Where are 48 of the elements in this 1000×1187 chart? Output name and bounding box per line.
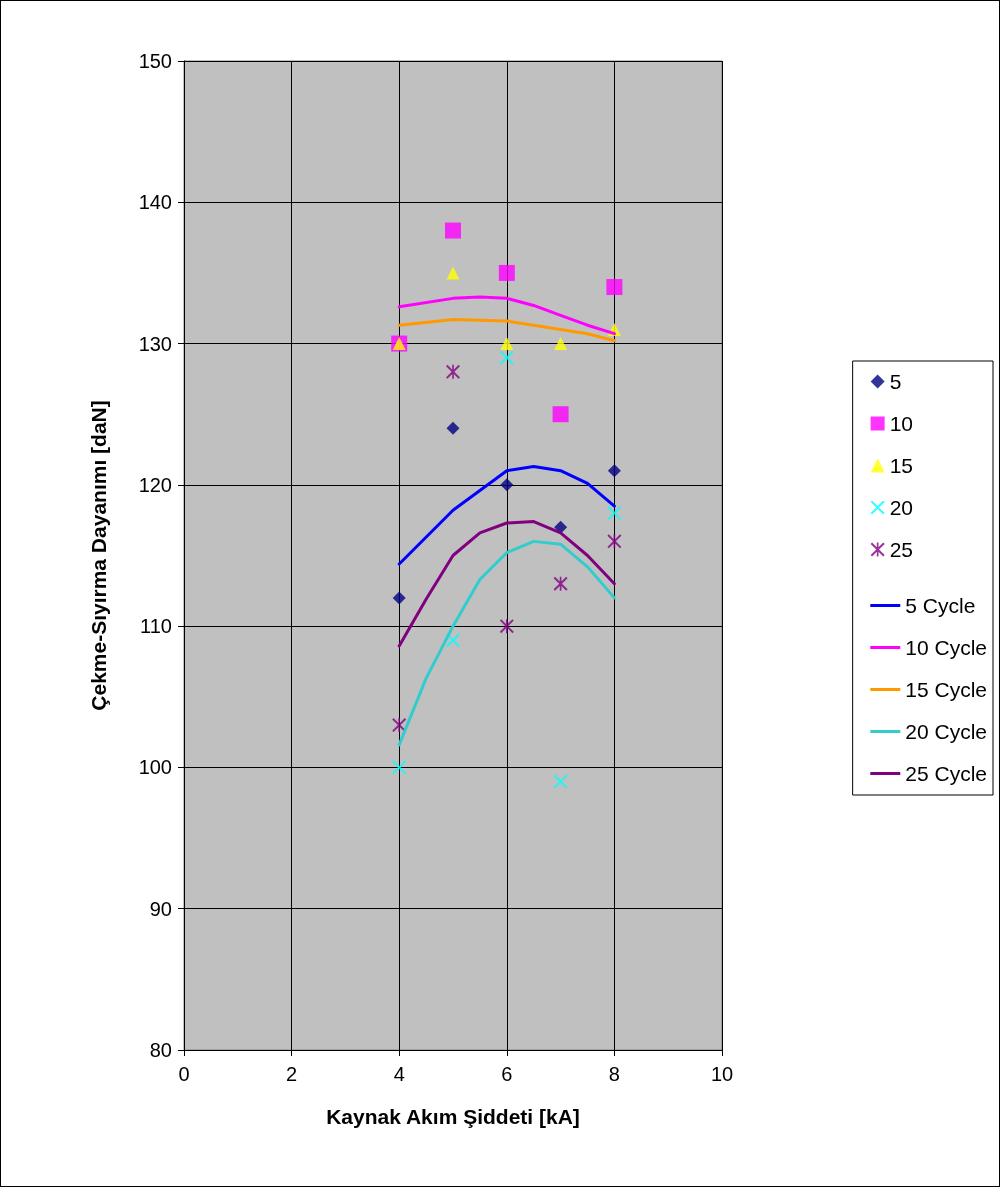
x-axis-title: Kaynak Akım Şiddeti [kA]: [326, 1105, 580, 1128]
y-tick-label: 150: [138, 50, 172, 72]
line-series: [397, 318, 616, 343]
line-series: [397, 539, 616, 747]
point: [446, 421, 460, 435]
point: [607, 464, 621, 478]
legend-label: 25: [889, 538, 913, 561]
x-tick-label: 6: [501, 1063, 513, 1085]
y-tick-label: 140: [138, 191, 172, 214]
point: [392, 718, 407, 733]
point: [445, 222, 461, 239]
x-tick-label: 10: [710, 1063, 734, 1085]
point: [553, 774, 568, 789]
legend-label: 20 Cycle: [905, 720, 987, 743]
point: [499, 619, 514, 634]
point: [500, 337, 514, 351]
point: [552, 406, 569, 423]
legend-label: 25 Cycle: [905, 762, 987, 785]
point: [500, 478, 514, 492]
y-tick-label: 80: [149, 1039, 172, 1061]
point: [554, 337, 568, 351]
point: [392, 760, 407, 775]
legend-label: 15 Cycle: [905, 678, 987, 701]
y-tick-label: 120: [138, 473, 172, 496]
point: [606, 279, 623, 296]
point: [446, 633, 460, 648]
y-tick-label: 110: [140, 615, 172, 638]
point: [498, 264, 515, 281]
legend-label: 5: [889, 370, 902, 393]
line-series: [397, 520, 616, 648]
legend-label: 5 Cycle: [905, 594, 976, 617]
y-tick-label: 130: [138, 332, 172, 355]
point: [499, 350, 514, 365]
point: [607, 506, 622, 521]
legend-label: 20: [889, 496, 913, 519]
y-tick-label: 100: [138, 756, 172, 779]
y-tick-label: 90: [149, 897, 172, 920]
point: [446, 266, 460, 280]
y-axis-title: Çekme-Sıyırma Dayanımı [daN]: [87, 400, 110, 711]
x-tick-label: 0: [178, 1063, 190, 1085]
x-tick-label: 4: [393, 1063, 405, 1085]
point: [392, 591, 406, 605]
legend-label: 15: [889, 454, 913, 477]
x-tick-label: 8: [608, 1063, 620, 1085]
point: [446, 364, 460, 379]
legend-label: 10: [889, 412, 913, 435]
legend-label: 10 Cycle: [905, 636, 987, 659]
x-tick-label: 2: [286, 1063, 298, 1085]
